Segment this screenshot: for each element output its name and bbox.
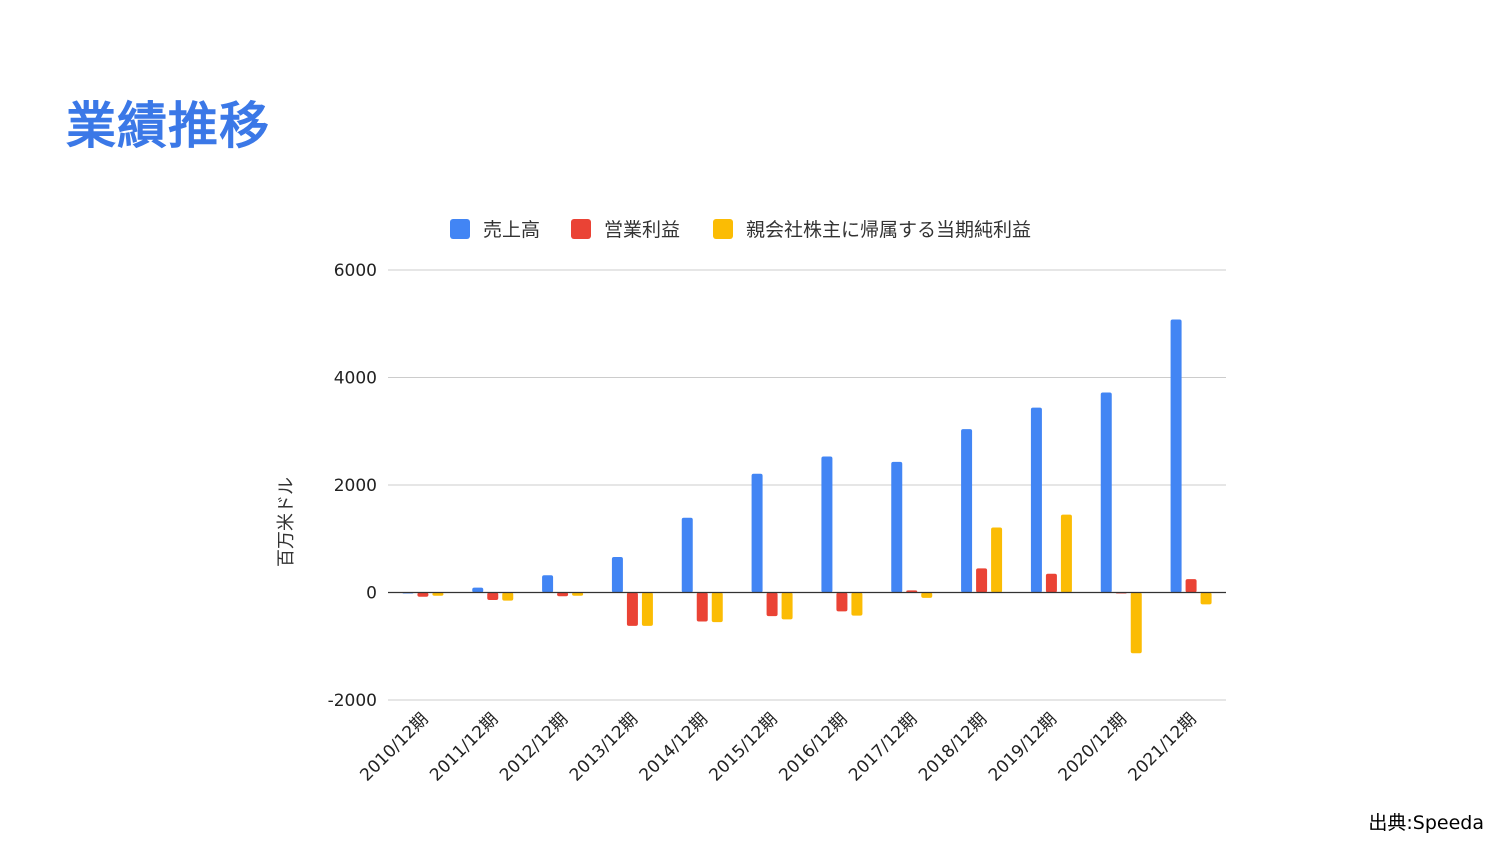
bar-2 <box>766 592 778 617</box>
bar-1 <box>821 456 833 593</box>
y-tick-label: 2000 <box>334 476 377 496</box>
x-tick-label: 2013/12期 <box>566 709 642 785</box>
bar-1 <box>611 557 623 593</box>
legend-swatch <box>450 219 470 239</box>
bar-1 <box>891 461 903 593</box>
bar-2 <box>1045 573 1057 593</box>
x-tick-label: 2016/12期 <box>775 709 851 785</box>
bar-1 <box>751 473 763 593</box>
bar-1 <box>1170 319 1182 593</box>
chart-bars <box>402 319 1212 654</box>
bar-2 <box>976 568 988 593</box>
bar-2 <box>417 592 429 597</box>
x-tick-label: 2020/12期 <box>1055 709 1131 785</box>
y-tick-label: -2000 <box>328 691 377 711</box>
bar-1 <box>961 429 973 593</box>
x-tick-label: 2018/12期 <box>915 709 991 785</box>
y-tick-label: 6000 <box>334 261 377 281</box>
legend-swatch <box>713 219 733 239</box>
legend-label: 営業利益 <box>604 219 680 241</box>
bar-1 <box>1100 392 1112 593</box>
x-tick-label: 2012/12期 <box>496 709 572 785</box>
bar-2 <box>626 592 638 626</box>
x-tick-label: 2010/12期 <box>356 709 432 785</box>
bar-2 <box>696 592 708 622</box>
bar-3 <box>1060 514 1072 593</box>
bar-3 <box>851 592 863 616</box>
bar-3 <box>641 592 653 626</box>
bar-1 <box>1030 407 1042 593</box>
source-credit: 出典:Speeda <box>1368 812 1484 834</box>
bar-1 <box>542 575 554 593</box>
bar-2 <box>557 592 569 597</box>
x-axis-ticks: 2010/12期2011/12期2012/12期2013/12期2014/12期… <box>356 709 1200 785</box>
bar-1 <box>472 587 484 593</box>
bar-3 <box>432 592 444 596</box>
bar-2 <box>1185 579 1197 593</box>
bar-3 <box>1130 592 1142 654</box>
bar-3 <box>1200 592 1212 605</box>
bar-3 <box>502 592 514 601</box>
bar-3 <box>781 592 793 620</box>
legend-label: 親会社株主に帰属する当期純利益 <box>746 219 1031 241</box>
y-axis-label: 百万米ドル <box>276 477 297 567</box>
legend-swatch <box>571 219 591 239</box>
x-tick-label: 2011/12期 <box>426 709 502 785</box>
bar-3 <box>921 592 933 598</box>
x-tick-label: 2019/12期 <box>985 709 1061 785</box>
bar-1 <box>681 517 693 593</box>
legend-label: 売上高 <box>483 219 540 241</box>
y-tick-label: 4000 <box>334 369 377 389</box>
chart-gridlines <box>388 269 1226 701</box>
x-tick-label: 2017/12期 <box>845 709 921 785</box>
bar-2 <box>836 592 848 612</box>
bar-3 <box>991 527 1003 593</box>
bar-3 <box>572 592 584 596</box>
x-tick-label: 2014/12期 <box>636 709 712 785</box>
y-tick-label: 0 <box>366 584 377 604</box>
bar-2 <box>487 592 499 601</box>
x-tick-label: 2021/12期 <box>1125 709 1201 785</box>
bar-3 <box>711 592 723 623</box>
chart-legend: 売上高 営業利益 親会社株主に帰属する当期純利益 <box>450 219 1031 241</box>
y-axis-ticks: -2000 0 2000 4000 6000 <box>328 261 377 711</box>
page-title: 業績推移 <box>66 97 270 155</box>
x-tick-label: 2015/12期 <box>706 709 782 785</box>
